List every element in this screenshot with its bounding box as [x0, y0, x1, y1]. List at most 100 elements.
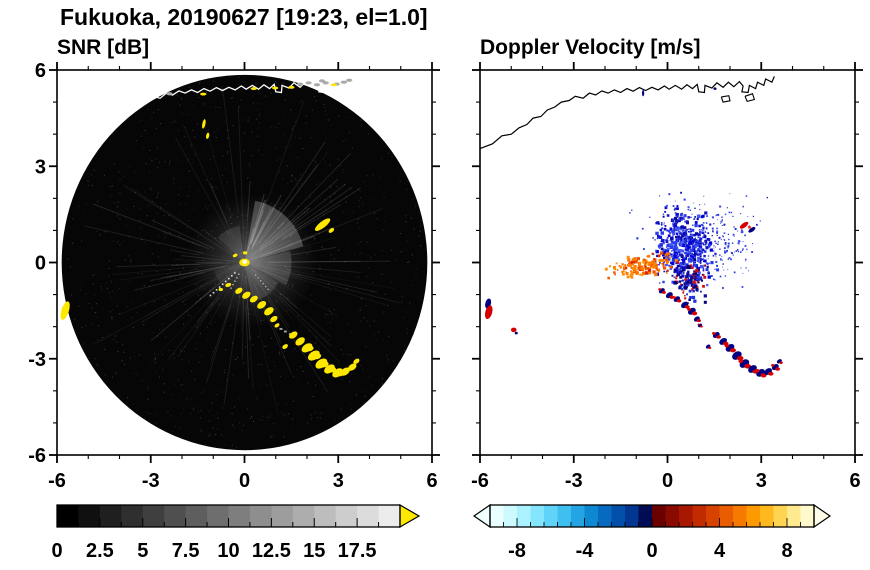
noise-dot	[278, 321, 280, 323]
receding-core-point	[676, 255, 680, 258]
noise-dot	[82, 316, 84, 318]
noise-dot	[112, 290, 114, 292]
receding-halo-right-point	[742, 272, 744, 274]
noise-dot	[345, 210, 347, 212]
noise-dot	[256, 118, 258, 120]
noise-dot	[104, 348, 106, 350]
noise-dot	[292, 125, 294, 127]
receding-halo-point	[701, 247, 703, 250]
noise-dot	[415, 273, 417, 275]
noise-dot	[379, 244, 381, 246]
noise-dot	[418, 235, 420, 237]
receding-core-point	[699, 262, 702, 264]
noise-dot	[388, 336, 390, 338]
noise-dot	[380, 325, 382, 327]
radial-streak	[274, 183, 347, 240]
dash-trail-dot	[234, 272, 236, 274]
noise-dot	[259, 280, 261, 282]
colorbar-tick-label: 0	[51, 540, 62, 562]
receding-halo-point	[687, 206, 690, 209]
receding-core-point	[693, 249, 696, 253]
noise-dot	[198, 361, 200, 363]
noise-dot	[369, 197, 371, 199]
noise-dot	[407, 236, 409, 238]
noise-dot	[341, 376, 343, 378]
receding-halo-point	[669, 239, 671, 241]
receding-south-point	[676, 265, 680, 268]
approaching-jet-point	[639, 273, 642, 276]
receding-halo-point	[720, 260, 721, 261]
noise-dot	[128, 236, 130, 238]
noise-dot	[224, 444, 226, 446]
beam-streak	[259, 235, 315, 258]
receding-halo-point	[737, 249, 739, 251]
noise-dot	[93, 274, 95, 276]
receding-halo-point	[727, 233, 729, 235]
noise-dot	[252, 95, 254, 97]
receding-core-point	[667, 257, 671, 261]
receding-halo-point	[687, 223, 689, 224]
noise-dot	[275, 229, 277, 231]
receding-halo-point	[742, 241, 744, 242]
noise-dot	[151, 253, 153, 255]
noise-dot	[320, 274, 322, 276]
noise-dot	[287, 269, 289, 271]
receding-core-point	[688, 257, 691, 261]
noise-dot	[169, 269, 171, 271]
noise-dot	[157, 108, 159, 110]
receding-halo-point	[711, 235, 713, 237]
noise-dot	[109, 186, 111, 188]
noise-dot	[210, 177, 212, 179]
approaching-jet-point	[635, 271, 639, 275]
receding-south-point	[680, 284, 683, 287]
receding-halo-point	[686, 236, 688, 239]
y-tick-label: -6	[28, 445, 46, 467]
noise-dot	[244, 268, 246, 270]
noise-dot	[190, 316, 192, 318]
noise-dot	[418, 296, 420, 298]
radial-streak	[263, 267, 386, 306]
receding-core-point	[691, 246, 694, 249]
noise-dot	[342, 230, 344, 232]
noise-dot	[178, 426, 180, 428]
noise-dot	[143, 146, 145, 148]
noise-dot	[111, 185, 113, 187]
receding-halo-point	[676, 238, 678, 240]
noise-dot	[243, 424, 245, 426]
noise-dot	[112, 174, 114, 176]
noise-dot	[267, 416, 269, 418]
noise-dot	[116, 341, 118, 343]
receding-halo-right-point	[698, 229, 701, 231]
noise-dot	[138, 354, 140, 356]
noise-dot	[138, 241, 140, 243]
receding-halo-right-point	[742, 248, 744, 250]
noise-dot	[222, 255, 224, 257]
receding-core-point	[669, 267, 673, 270]
receding-core-point	[682, 236, 684, 238]
approaching-jet-point	[648, 271, 652, 275]
noise-dot	[229, 216, 231, 218]
receding-core-point	[702, 258, 705, 260]
noise-dot	[161, 353, 163, 355]
noise-dot	[123, 350, 125, 352]
x-tick-label: 0	[662, 470, 673, 492]
noise-dot	[314, 237, 316, 239]
noise-dot	[94, 312, 96, 314]
velocity-arc-red	[724, 344, 729, 348]
noise-dot	[235, 446, 237, 448]
noise-dot	[170, 249, 172, 251]
noise-dot	[211, 186, 213, 188]
receding-south-point	[691, 288, 694, 291]
receding-south-point	[695, 268, 699, 273]
receding-core-point	[673, 270, 676, 273]
velocity-arc-red	[744, 363, 751, 369]
colorbar-tick-label: 2.5	[86, 540, 114, 562]
receding-halo-point	[699, 241, 702, 243]
receding-halo-point	[725, 245, 727, 247]
receding-south-point	[678, 280, 682, 283]
noise-dot	[139, 208, 141, 210]
receding-halo-point	[675, 221, 678, 223]
noise-dot	[141, 273, 143, 275]
noise-dot	[257, 336, 259, 338]
receding-halo-point	[685, 238, 687, 241]
